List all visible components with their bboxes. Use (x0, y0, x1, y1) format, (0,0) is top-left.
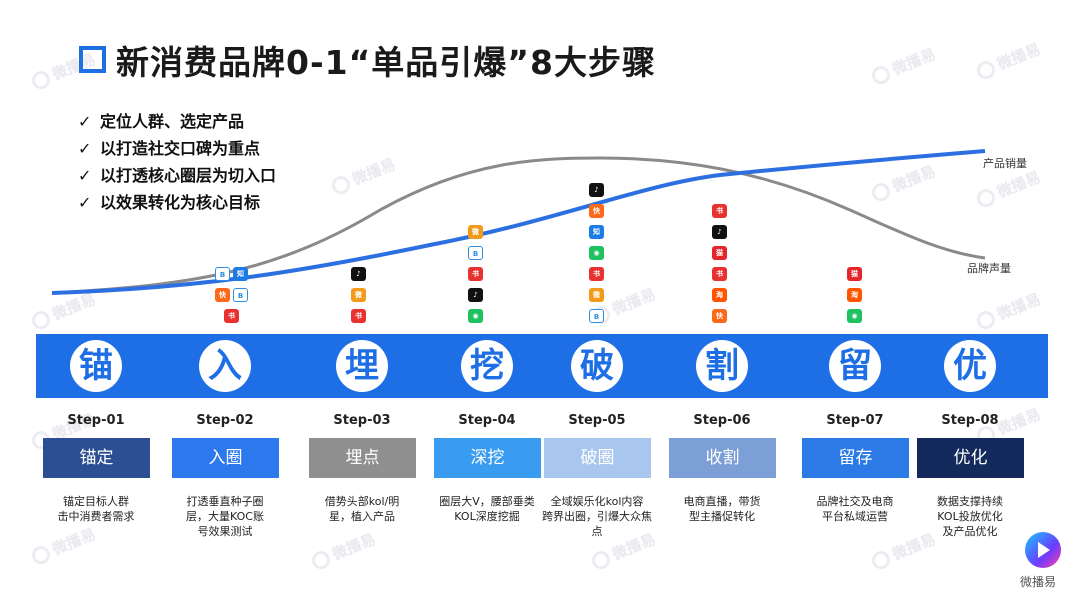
step-number: Step-07 (826, 413, 884, 428)
step-description-line: 层，大量KOC账 (186, 510, 264, 523)
taobao-icon: 淘 (847, 288, 862, 302)
step-label-box: 收割 (669, 438, 776, 478)
redbook-icon: 书 (589, 267, 604, 281)
wechat-icon: ◉ (847, 309, 862, 323)
page-title: 新消费品牌0-1“单品引爆”8大步骤 (116, 43, 656, 82)
douyin-icon: ♪ (712, 225, 727, 239)
step-number: Step-01 (67, 413, 125, 428)
step-number: Step-03 (333, 413, 391, 428)
step-label-box: 优化 (917, 438, 1024, 478)
zhihu-icon: 知 (233, 267, 248, 281)
step-description-line: 锚定目标人群 (63, 495, 129, 508)
title-square-icon (79, 46, 106, 73)
douyin-icon: ♪ (589, 183, 604, 197)
step-label-box: 深挖 (434, 438, 541, 478)
step-circle: 挖 (461, 340, 513, 392)
redbook-icon: 书 (351, 309, 366, 323)
kuaishou-icon: 快 (215, 288, 230, 302)
step-label-box: 入圈 (172, 438, 279, 478)
product-sales-curve (51, 149, 986, 295)
bilibili-icon: B (468, 246, 483, 260)
bilibili-icon: B (215, 267, 230, 281)
douyin-icon: ♪ (351, 267, 366, 281)
weibo-icon: 微 (351, 288, 366, 302)
step-description-line: 击中消费者需求 (57, 510, 135, 523)
step-number: Step-02 (196, 413, 254, 428)
bilibili-icon: B (233, 288, 248, 302)
bilibili-icon: B (589, 309, 604, 323)
step-description: 借势头部kol/明 星，植入产品 (302, 494, 422, 524)
checkmark-icon: ✓ (78, 112, 92, 131)
checkmark-icon: ✓ (78, 166, 92, 185)
step-number: Step-06 (693, 413, 751, 428)
step-description-line: 号效果测试 (197, 525, 253, 538)
logo-text: 微播易 (1020, 575, 1057, 589)
step-description-line: 借势头部kol/明 (324, 495, 400, 508)
step-description-line: 全域娱乐化kol内容 (550, 495, 644, 508)
redbook-icon: 书 (712, 267, 727, 281)
step-label-box: 埋点 (309, 438, 416, 478)
step-circle: 埋 (336, 340, 388, 392)
step-circle: 留 (829, 340, 881, 392)
step-description-line: KOL深度挖掘 (454, 510, 520, 523)
step-description: 电商直播，带货 型主播促转化 (662, 494, 782, 524)
steps-band (36, 334, 1048, 398)
step-description: 锚定目标人群 击中消费者需求 (36, 494, 156, 524)
step-description: 品牌社交及电商 平台私域运营 (795, 494, 915, 524)
step-circle: 优 (944, 340, 996, 392)
step-circle: 破 (571, 340, 623, 392)
redbook-icon: 书 (468, 267, 483, 281)
douyin-icon: ♪ (468, 288, 483, 302)
strategy-checklist: ✓ 定位人群、选定产品 ✓ 以打造社交口碑为重点 ✓ 以打透核心圈层为切入口 ✓ 以效果… (78, 110, 276, 218)
step-description: 圈层大V，腰部垂类 KOL深度挖掘 (427, 494, 547, 524)
step-description-line: 跨界出圈，引爆大众焦点 (542, 510, 652, 538)
step-number: Step-04 (458, 413, 516, 428)
step-description: 打透垂直种子圈 层，大量KOC账 号效果测试 (165, 494, 285, 539)
taobao-icon: 淘 (712, 288, 727, 302)
step-description-line: KOL投放优化 (937, 510, 1003, 523)
weibo-icon: 微 (468, 225, 483, 239)
checklist-item: ✓ 以打透核心圈层为切入口 (78, 164, 276, 191)
step-description-line: 型主播促转化 (689, 510, 755, 523)
voice-curve-label: 品牌声量 (967, 262, 1011, 275)
step-description-line: 及产品优化 (942, 525, 998, 538)
wechat-icon: ◉ (468, 309, 483, 323)
step-number: Step-05 (568, 413, 626, 428)
tmall-icon: 猫 (847, 267, 862, 281)
step-description-line: 打透垂直种子圈 (186, 495, 264, 508)
step-description-line: 圈层大V，腰部垂类 (439, 495, 535, 508)
zhihu-icon: 知 (589, 225, 604, 239)
step-description-line: 平台私域运营 (822, 510, 888, 523)
checklist-item: ✓ 以效果转化为核心目标 (78, 191, 276, 218)
weibo-yi-logo-icon (1025, 532, 1061, 568)
checklist-item: ✓ 定位人群、选定产品 (78, 110, 276, 137)
step-circle: 入 (199, 340, 251, 392)
step-description-line: 数据支撑持续 (937, 495, 1003, 508)
checklist-item: ✓ 以打造社交口碑为重点 (78, 137, 276, 164)
wechat-icon: ◉ (589, 246, 604, 260)
step-description-line: 品牌社交及电商 (816, 495, 894, 508)
redbook-icon: 书 (224, 309, 239, 323)
weibo-icon: 微 (589, 288, 604, 302)
checkmark-icon: ✓ (78, 139, 92, 158)
kuaishou-icon: 快 (589, 204, 604, 218)
step-label-box: 破圈 (544, 438, 651, 478)
step-label-box: 锚定 (43, 438, 150, 478)
step-circle: 锚 (70, 340, 122, 392)
checkmark-icon: ✓ (78, 193, 92, 212)
step-label-box: 留存 (802, 438, 909, 478)
tmall-icon: 猫 (712, 246, 727, 260)
step-description-line: 电商直播，带货 (683, 495, 761, 508)
step-number: Step-08 (941, 413, 999, 428)
step-description: 数据支撑持续 KOL投放优化 及产品优化 (910, 494, 1030, 539)
kuaishou-icon: 快 (712, 309, 727, 323)
sales-curve-label: 产品销量 (983, 157, 1027, 170)
step-description-line: 星，植入产品 (329, 510, 395, 523)
brand-voice-curve (51, 156, 986, 295)
step-description: 全域娱乐化kol内容跨界出圈，引爆大众焦点 (537, 494, 657, 539)
redbook-icon: 书 (712, 204, 727, 218)
step-circle: 割 (696, 340, 748, 392)
